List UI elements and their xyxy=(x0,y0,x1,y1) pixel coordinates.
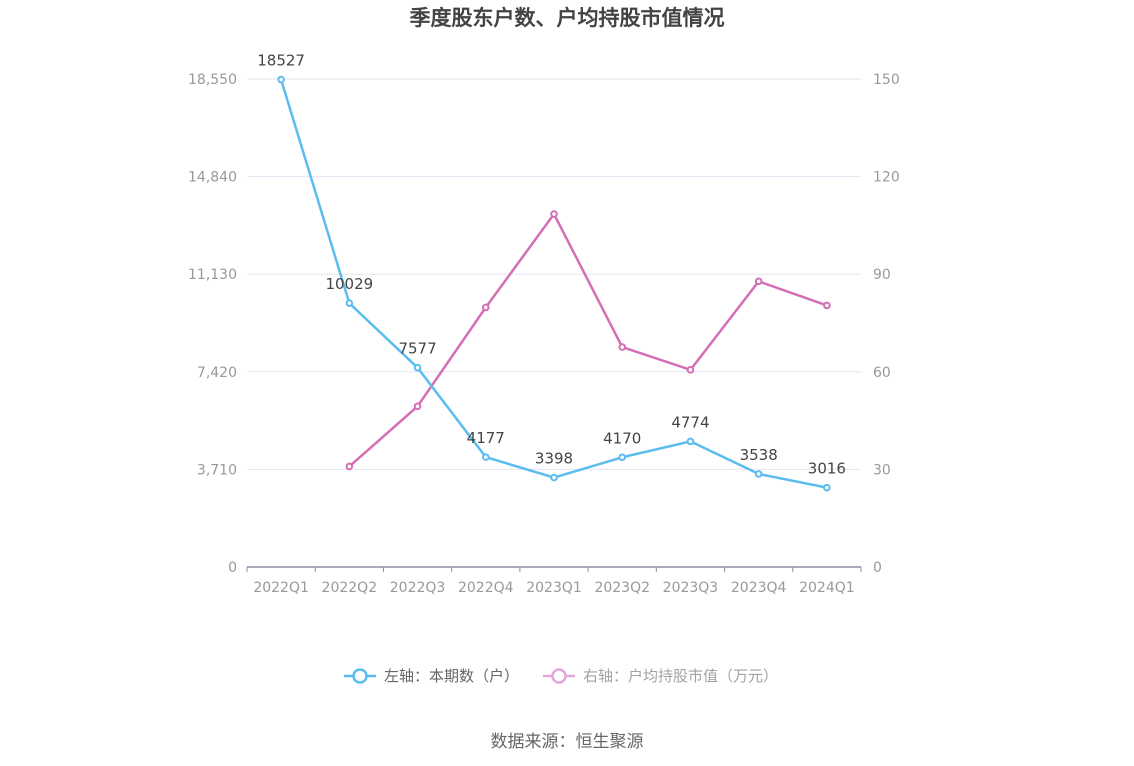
x-axis: 2022Q1 2022Q2 2022Q3 2022Q4 2023Q1 2023Q2 2023… xyxy=(246,566,862,596)
data-label: 3398 xyxy=(535,450,573,468)
right-tick-label: 30 xyxy=(873,462,891,478)
right-tick-label: 150 xyxy=(873,72,900,88)
data-label: 7577 xyxy=(398,340,436,358)
series-line xyxy=(348,212,828,468)
x-tick-label: 2022Q4 xyxy=(458,580,514,596)
right-tick-label: 60 xyxy=(873,365,891,381)
left-axis: 0 3,710 7,420 11,130 14,840 18,550 xyxy=(188,72,237,576)
data-point xyxy=(550,210,558,218)
data-point xyxy=(686,366,695,374)
left-tick-label: 0 xyxy=(228,560,237,576)
data-point xyxy=(618,453,627,462)
legend-item: 右轴：户均持股市值（万元） xyxy=(543,667,778,685)
series-left-holders: 18527 10029 7577 4177 3398 4170 4774 3538 3016 xyxy=(257,52,846,492)
data-label: 4177 xyxy=(467,429,505,447)
chart-title: 季度股东户数、户均持股市值情况 xyxy=(410,6,725,30)
legend-label: 左轴：本期数（户） xyxy=(384,667,519,685)
left-tick-label: 11,130 xyxy=(188,267,237,283)
x-tick-label: 2024Q1 xyxy=(799,580,855,596)
data-point xyxy=(550,473,558,482)
x-tick-label: 2023Q2 xyxy=(594,580,650,596)
data-label: 4170 xyxy=(603,429,641,447)
data-point xyxy=(413,402,422,411)
series-right-avg-value xyxy=(345,210,831,471)
data-point xyxy=(686,437,695,446)
x-tick-label: 2022Q3 xyxy=(390,580,446,596)
series-layer: 18527 10029 7577 4177 3398 4170 4774 3538 3016 xyxy=(257,52,846,492)
legend-item: 左轴：本期数（户） xyxy=(344,667,519,685)
data-label: 18527 xyxy=(257,52,305,70)
data-label: 3016 xyxy=(808,460,846,478)
legend-label: 右轴：户均持股市值（万元） xyxy=(583,667,778,685)
x-tick-label: 2022Q2 xyxy=(322,580,378,596)
data-point xyxy=(345,462,354,471)
data-point xyxy=(277,75,285,84)
data-label: 4774 xyxy=(671,413,709,431)
data-label: 3538 xyxy=(740,446,778,464)
x-tick-label: 2023Q3 xyxy=(663,580,719,596)
x-tick-label: 2023Q1 xyxy=(526,580,582,596)
right-tick-label: 90 xyxy=(873,267,891,283)
right-tick-label: 0 xyxy=(873,560,882,576)
source-text: 数据来源：恒生聚源 xyxy=(491,732,644,752)
data-point xyxy=(481,303,490,312)
right-tick-label: 120 xyxy=(873,170,900,186)
x-tick-label: 2022Q1 xyxy=(253,580,309,596)
legend-marker xyxy=(352,668,368,684)
x-tick-label: 2023Q4 xyxy=(731,580,787,596)
data-point xyxy=(754,277,763,286)
grid xyxy=(247,78,861,470)
data-point xyxy=(481,453,490,461)
left-tick-label: 14,840 xyxy=(188,170,237,186)
data-label: 10029 xyxy=(325,275,373,293)
data-point xyxy=(618,343,627,351)
legend: 左轴：本期数（户） 右轴：户均持股市值（万元） xyxy=(344,667,778,685)
data-point xyxy=(413,363,422,372)
data-point xyxy=(823,301,831,310)
right-axis: 0 30 60 90 120 150 xyxy=(873,72,900,576)
left-tick-label: 18,550 xyxy=(188,72,237,88)
legend-marker xyxy=(551,668,567,684)
left-tick-label: 7,420 xyxy=(197,365,237,381)
left-tick-label: 3,710 xyxy=(197,462,237,478)
data-point xyxy=(754,470,763,478)
data-point xyxy=(823,483,831,492)
data-point xyxy=(345,299,354,307)
